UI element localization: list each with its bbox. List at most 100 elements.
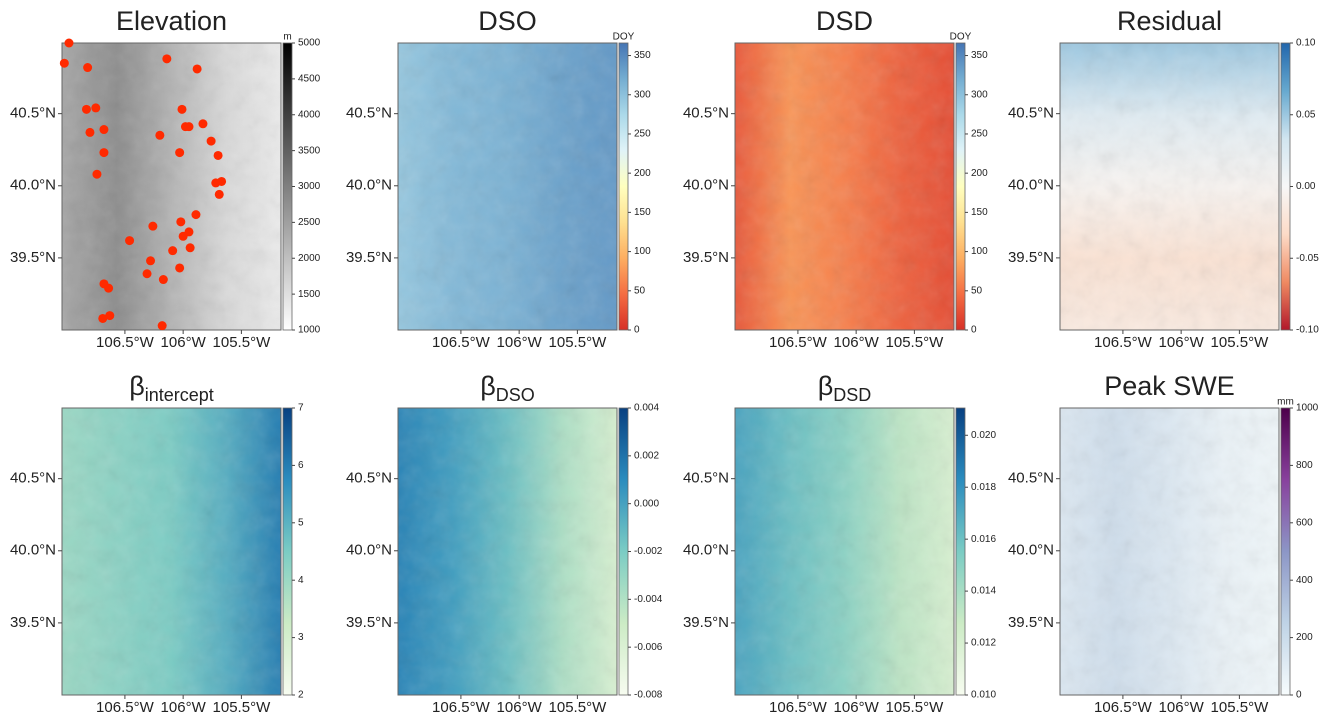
y-tick-label: 39.5°N [1008,614,1054,631]
colorbar [618,407,629,696]
map-texture [62,408,281,695]
map-texture [735,408,954,695]
title-text: DSD [816,6,873,36]
colorbar-tick-label: 0 [971,325,977,336]
colorbar-tick-label: 200 [634,168,651,179]
y-tick-label: 40.0°N [683,542,729,559]
colorbar-tick-label: -0.002 [634,546,663,557]
map-texture [398,43,617,330]
colorbar-tick-label: 800 [1296,460,1313,471]
map-frame [61,407,282,696]
colorbar-tick-label: 4000 [298,109,321,120]
station-point [158,275,168,285]
colorbar-tick-label: 0.000 [634,498,659,509]
station-point [192,64,202,74]
colorbar-tick-label: -0.05 [1296,253,1319,264]
colorbar-tick-label: 2500 [298,217,321,228]
x-tick-label: 105.5°W [886,699,945,716]
colorbar-tick-label: 350 [971,50,988,61]
colorbar-tick-label: 0.020 [971,430,996,441]
colorbar-tick-label: 1000 [298,325,321,336]
station-point [198,119,208,129]
station-point [98,313,108,323]
panel-title: Elevation [116,6,227,36]
map-frame [1059,407,1280,696]
colorbar-tick-label: 350 [634,50,651,61]
colorbar-tick-label: 3000 [298,181,321,192]
colorbar-tick-label: 4500 [298,74,321,85]
station-point [191,210,201,220]
station-point [81,104,91,114]
y-tick-label: 39.5°N [10,614,56,631]
x-tick-label: 106.5°W [769,334,828,351]
colorbar-label: DOY [613,32,635,43]
station-point [213,150,223,160]
colorbar-tick-label: 400 [1296,575,1313,586]
map-texture [1060,408,1279,695]
colorbar [955,407,966,696]
station-point [206,136,216,146]
y-tick-label: 40.5°N [1008,470,1054,487]
colorbar-tick-label: 2000 [298,253,321,264]
colorbar-tick-label: 600 [1296,517,1313,528]
panel-title: βintercept [129,371,214,405]
x-tick-label: 106°W [497,334,543,351]
colorbar-tick-label: 200 [971,168,988,179]
colorbar-tick-label: 50 [634,285,646,296]
colorbar-tick-label: 300 [971,89,988,100]
station-point [155,130,165,140]
y-tick-label: 39.5°N [683,249,729,266]
y-tick-label: 40.5°N [10,105,56,122]
colorbar-tick-label: 250 [634,129,651,140]
map-texture [735,43,954,330]
x-tick-label: 106.5°W [769,699,828,716]
y-tick-label: 40.0°N [346,177,392,194]
map-frame [1059,42,1280,331]
y-tick-label: 40.5°N [683,470,729,487]
x-tick-label: 106°W [1159,334,1205,351]
station-point [217,176,227,186]
station-point [157,321,167,331]
colorbar-tick-label: 250 [971,129,988,140]
station-point [99,125,109,135]
y-tick-label: 40.0°N [683,177,729,194]
colorbar-tick-label: 0.004 [634,403,659,414]
title-text: β [129,371,145,401]
station-point [85,127,95,137]
station-point [146,256,156,266]
colorbar-tick-label: 0.010 [971,690,996,701]
x-tick-label: 106.5°W [432,699,491,716]
station-point [142,269,152,279]
colorbar-tick-label: 100 [971,246,988,257]
colorbar-label: mm [1277,397,1294,408]
map-frame [61,42,282,331]
y-tick-label: 39.5°N [683,614,729,631]
title-text: DSO [478,6,537,36]
map-frame [734,407,955,696]
x-tick-label: 106°W [834,699,880,716]
title-text: β [480,371,496,401]
colorbar-tick-label: 0.014 [971,586,996,597]
colorbar-tick-label: 150 [634,207,651,218]
colorbar-label: m [283,32,291,43]
y-tick-label: 40.0°N [1008,177,1054,194]
title-text: β [818,371,834,401]
x-tick-label: 106°W [1159,699,1205,716]
title-text: Residual [1117,6,1222,36]
station-point [105,311,115,321]
station-point [178,231,188,241]
map-texture [398,408,617,695]
y-tick-label: 40.5°N [346,105,392,122]
title-text: Peak SWE [1104,371,1235,401]
station-point [59,58,69,68]
x-tick-label: 105.5°W [213,699,272,716]
title-subscript: DSD [833,385,871,405]
colorbar [1280,42,1291,331]
station-point [104,283,114,293]
map-texture [1060,43,1279,330]
y-tick-label: 40.5°N [10,470,56,487]
station-point [175,263,185,273]
colorbar-tick-label: 3500 [298,145,321,156]
x-tick-label: 106.5°W [1094,699,1153,716]
colorbar-tick-label: 0.002 [634,450,659,461]
